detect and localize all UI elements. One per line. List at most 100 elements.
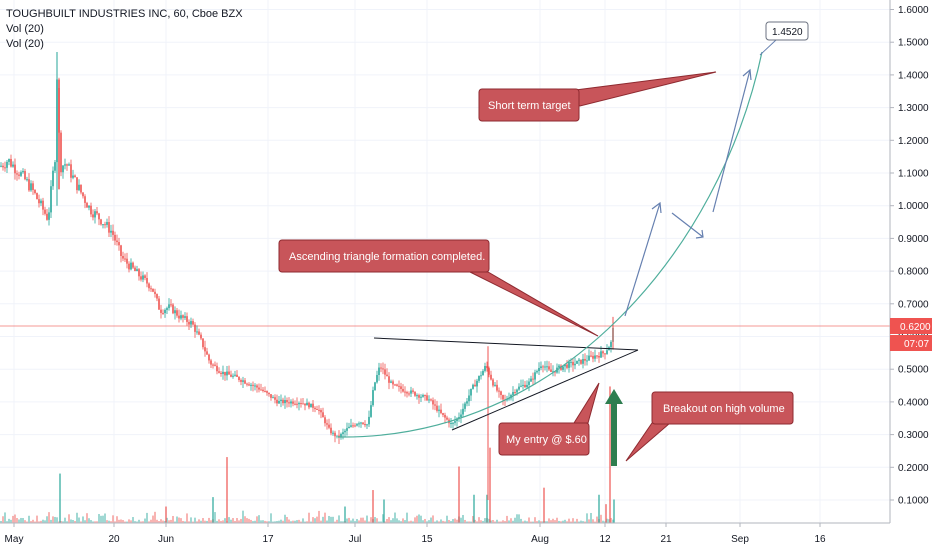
symbol-title[interactable]: TOUGHBUILT INDUSTRIES INC, 60, Cboe BZX <box>6 8 243 20</box>
candle-body <box>516 389 518 393</box>
candle-body <box>294 403 296 405</box>
candle-body <box>462 408 464 415</box>
candle-body <box>436 405 438 411</box>
candle-body <box>136 269 138 272</box>
candle-body <box>390 381 392 383</box>
candle-body <box>264 391 266 393</box>
candle-body <box>324 417 326 424</box>
breakout-arrow <box>605 389 623 466</box>
volume-bar <box>92 521 94 523</box>
volume-bar <box>394 512 396 523</box>
volume-bar <box>502 520 504 523</box>
candle-body <box>246 383 248 385</box>
volume-bar <box>448 520 450 523</box>
volume-bar <box>566 521 568 523</box>
volume-bar <box>88 518 90 523</box>
callout-short-term-target[interactable]: Short term target <box>478 71 717 122</box>
candle-body <box>32 183 34 190</box>
candle-body <box>394 384 396 386</box>
volume-bar <box>592 519 594 523</box>
callout-breakout[interactable]: Breakout on high volume <box>625 391 794 462</box>
callout-entry[interactable]: My entry @ $.60 <box>498 382 600 456</box>
candle-body <box>28 179 30 191</box>
candle-body <box>610 341 612 348</box>
volume-bar <box>10 519 12 523</box>
candle-body <box>292 401 294 404</box>
volume-bar <box>504 521 506 523</box>
volume-bar <box>496 519 498 523</box>
candle-body <box>68 164 70 166</box>
volume-bar <box>248 518 250 523</box>
volume-bar <box>278 520 280 523</box>
candle-body <box>156 294 158 299</box>
target-price-label[interactable]: 1.4520 <box>759 21 809 56</box>
volume-bar <box>422 520 424 523</box>
volume-indicator-1[interactable]: Vol (20) <box>6 23 44 35</box>
candle-body <box>334 432 336 437</box>
y-tick-label: 0.2000 <box>898 463 929 474</box>
time-axis[interactable]: May 20 Jun 17 Jul 15 Aug 12 21 Sep 16 <box>0 522 932 550</box>
volume-bar <box>578 521 580 523</box>
volume-bar <box>170 519 172 523</box>
candle-body <box>36 193 38 200</box>
candle-body <box>162 312 164 314</box>
candle-body <box>110 230 112 233</box>
volume-bar <box>38 521 40 523</box>
candle-body <box>420 396 422 398</box>
volume-bar <box>142 521 144 523</box>
volume-bar <box>124 521 126 523</box>
candle-body <box>532 378 534 380</box>
candle-body <box>210 360 212 365</box>
volume-bar <box>144 518 146 523</box>
candle-body <box>540 366 542 368</box>
candle-body <box>288 402 290 404</box>
x-tick-label: 17 <box>262 534 274 545</box>
volume-bar <box>264 520 266 523</box>
price-axis[interactable]: 1.6000 1.5000 1.4000 1.3000 1.2000 1.1000 1.00… <box>889 0 932 523</box>
candle-body <box>576 360 578 364</box>
volume-indicator-2[interactable]: Vol (20) <box>6 38 44 50</box>
candle-body <box>54 162 56 171</box>
candle-body <box>258 387 260 390</box>
candle-body <box>146 277 148 284</box>
volume-bar <box>473 494 475 523</box>
candle-body <box>140 276 142 280</box>
volume-bar <box>96 521 98 523</box>
volume-bar <box>340 521 342 523</box>
candle-body <box>212 364 214 366</box>
candle-body <box>192 321 194 325</box>
volume-bar <box>86 513 88 523</box>
candle-body <box>84 196 86 203</box>
volume-bar <box>24 520 26 523</box>
candle-body <box>494 384 496 386</box>
candle-body <box>26 179 28 181</box>
y-tick-label: 0.7000 <box>898 299 929 310</box>
candle-body <box>498 390 500 392</box>
volume-bar <box>418 514 420 523</box>
volume-bar <box>140 521 142 523</box>
candle-body <box>524 384 526 388</box>
candle-body <box>48 212 50 220</box>
volume-bar <box>482 520 484 523</box>
current-price-value: 0.6200 <box>900 322 931 333</box>
volume-bar <box>302 518 304 523</box>
volume-bar <box>346 518 348 523</box>
volume-bar <box>44 520 46 523</box>
candle-body <box>178 315 180 319</box>
volume-bar <box>609 386 611 523</box>
candle-body <box>398 385 400 387</box>
volume-bar <box>276 521 278 523</box>
candle-body <box>418 395 420 398</box>
volume-bar <box>494 521 496 523</box>
candle-body <box>50 186 52 213</box>
y-tick-label: 1.3000 <box>898 103 929 114</box>
candle-body <box>126 258 128 264</box>
callout-triangle[interactable]: Ascending triangle formation completed. <box>278 239 599 337</box>
candle-body <box>414 391 416 396</box>
candle-body <box>548 366 550 370</box>
volume-bar <box>543 487 545 523</box>
volume-bar <box>168 520 170 523</box>
candle-body <box>346 428 348 431</box>
y-tick-label: 1.2000 <box>898 136 929 147</box>
